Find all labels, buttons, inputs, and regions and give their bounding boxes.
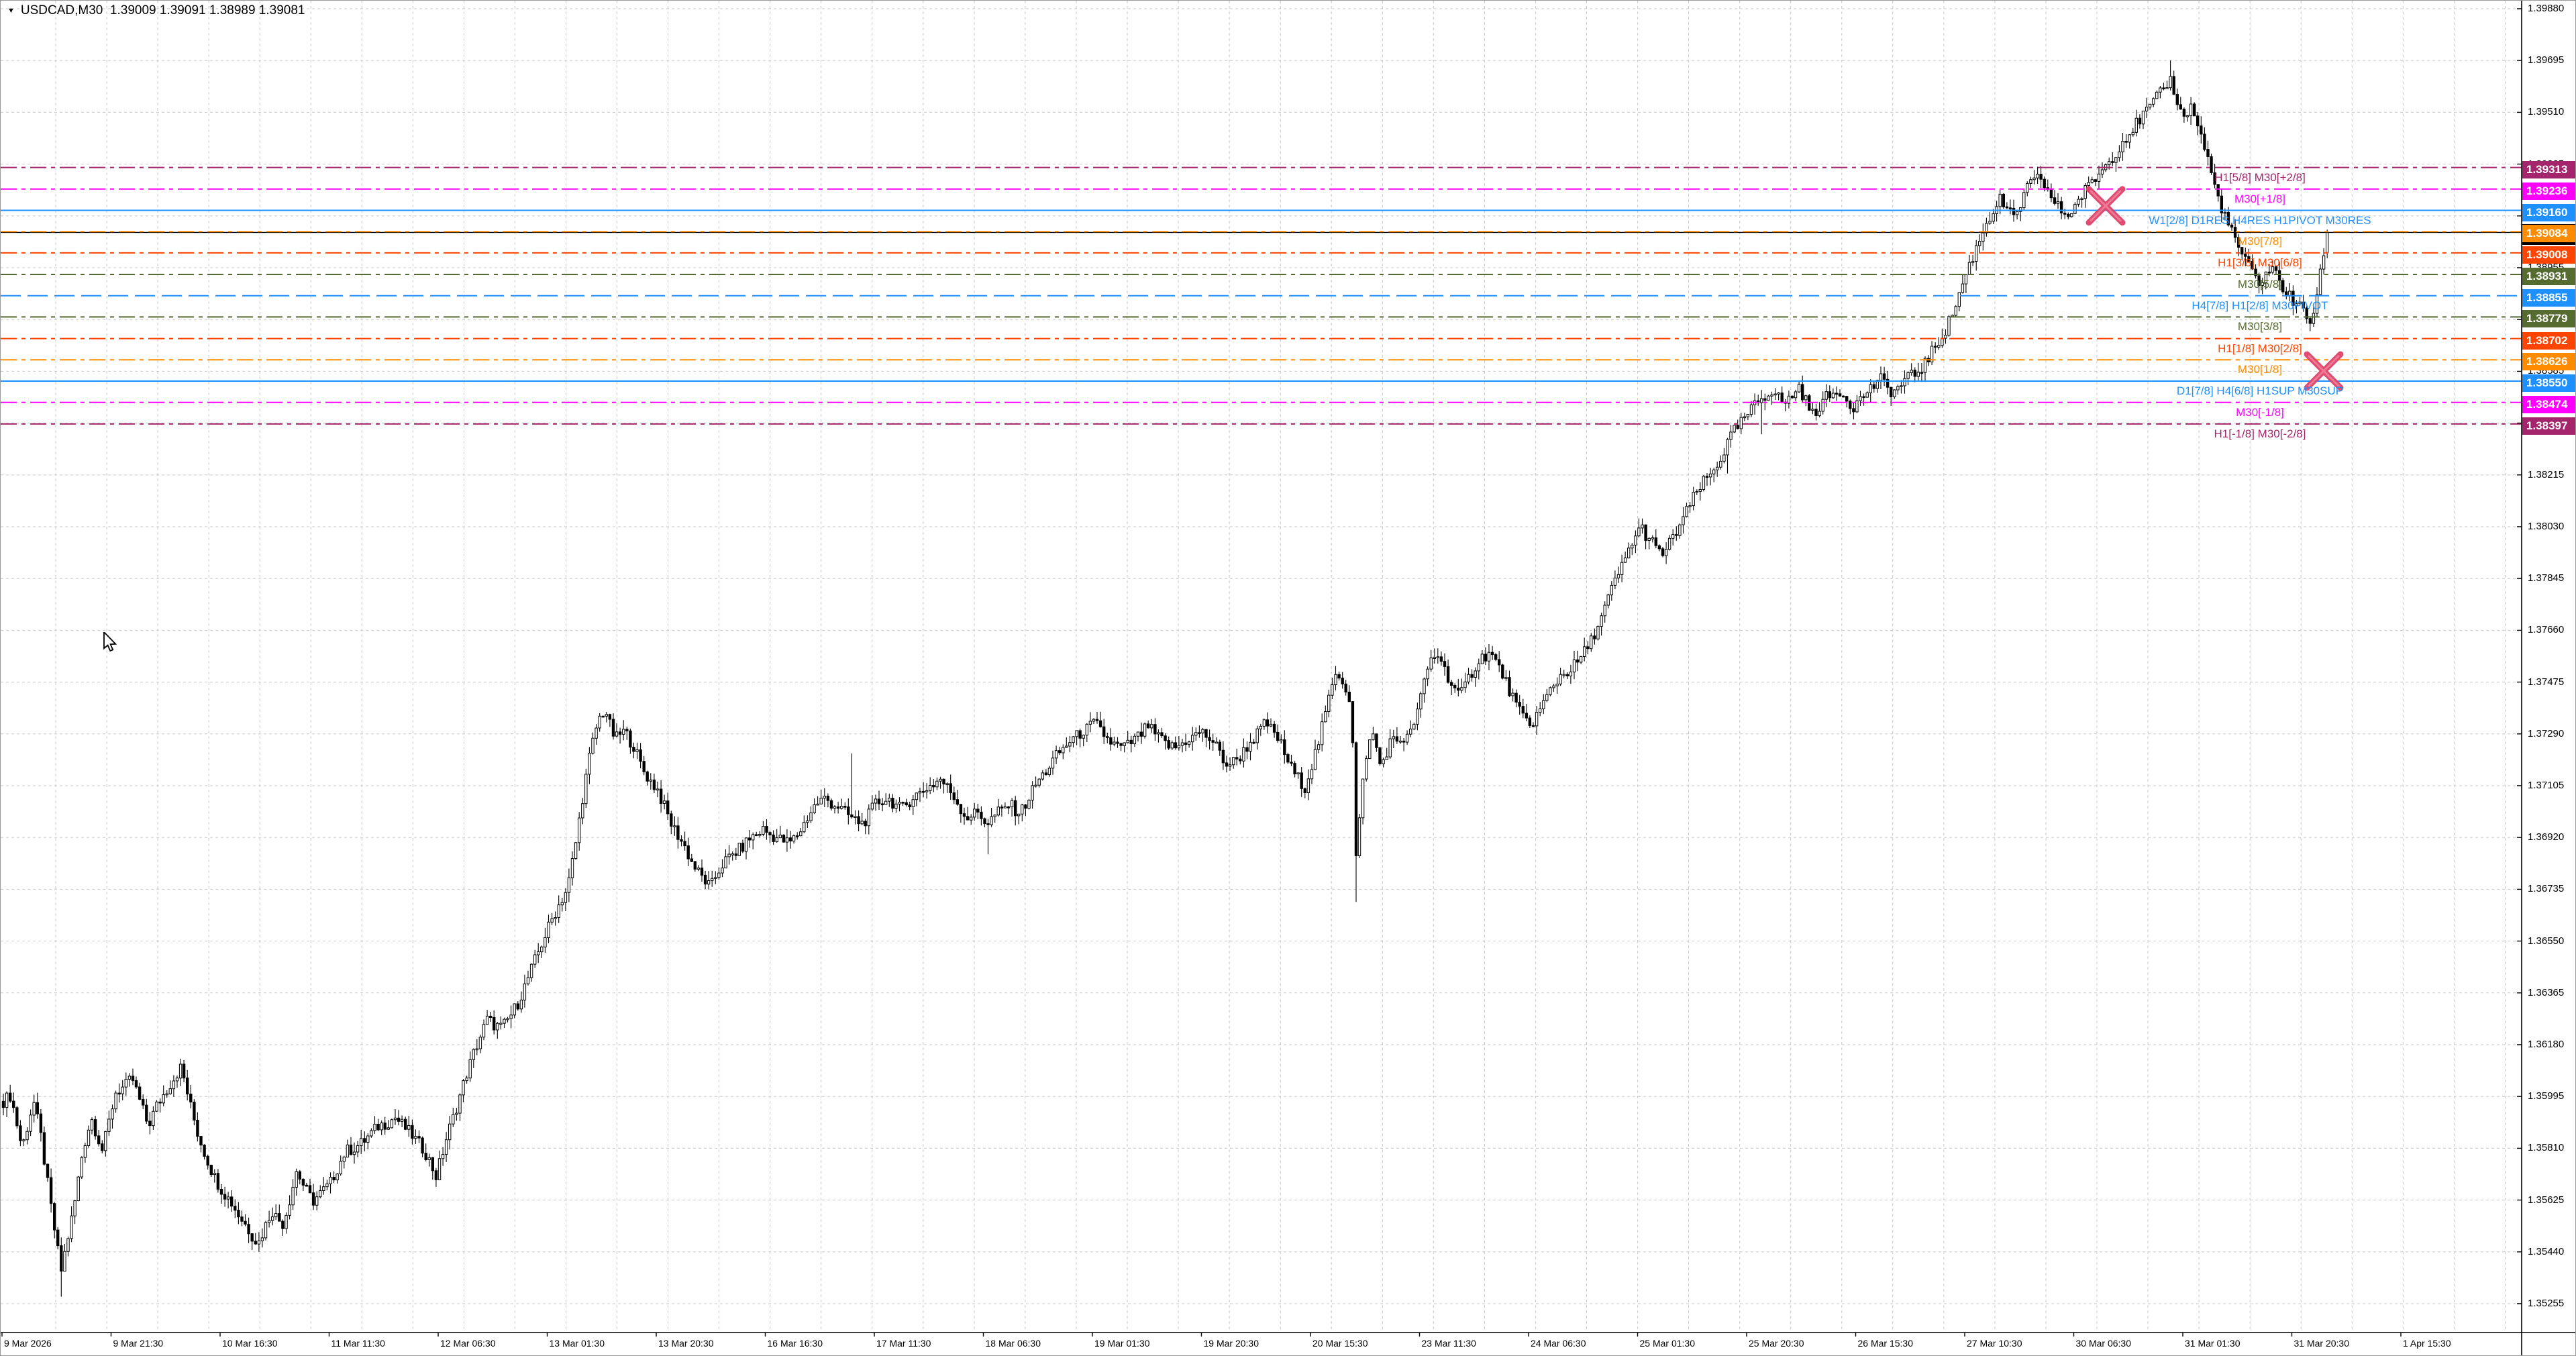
time-axis-label: 30 Mar 06:30 xyxy=(2075,1338,2132,1349)
price-tick-label: 1.36735 xyxy=(2528,883,2565,895)
sell-signal-x-marker[interactable] xyxy=(2304,351,2344,391)
time-axis-label: 31 Mar 01:30 xyxy=(2185,1338,2240,1349)
price-tick-label: 1.36550 xyxy=(2528,935,2565,947)
time-axis-label: 19 Mar 01:30 xyxy=(1094,1338,1150,1349)
time-axis-label: 12 Mar 06:30 xyxy=(440,1338,496,1349)
price-level-badge: 1.38397 xyxy=(2522,417,2575,435)
time-axis-label: 13 Mar 01:30 xyxy=(549,1338,605,1349)
murrey-line-label: H1[3/8] M30[6/8] xyxy=(2218,256,2302,269)
price-level-badge: 1.39313 xyxy=(2522,160,2575,178)
time-axis-label: 9 Mar 2026 xyxy=(4,1338,52,1349)
chart-ohlc-values: 1.39009 1.39091 1.38989 1.39081 xyxy=(103,3,305,17)
price-tick-label: 1.38215 xyxy=(2528,468,2565,480)
price-tick-label: 1.37475 xyxy=(2528,676,2565,688)
price-tick-label: 1.36920 xyxy=(2528,831,2565,843)
murrey-line-label: M30[-1/8] xyxy=(2236,405,2284,419)
price-tick-label: 1.36365 xyxy=(2528,986,2565,998)
murrey-line-label: M30[5/8] xyxy=(2237,278,2283,291)
murrey-line-label: W1[2/8] D1RES H4RES H1PIVOT M30RES xyxy=(2149,213,2371,227)
price-level-badge: 1.38626 xyxy=(2522,353,2575,371)
murrey-line-label: M30[7/8] xyxy=(2237,235,2283,248)
price-tick-label: 1.39510 xyxy=(2528,106,2565,118)
mouse-cursor-icon xyxy=(103,632,117,652)
price-tick-label: 1.39695 xyxy=(2528,54,2565,66)
time-axis-label: 16 Mar 16:30 xyxy=(767,1338,823,1349)
candle-bodies xyxy=(1,76,2329,1272)
time-axis-label: 23 Mar 11:30 xyxy=(1421,1338,1476,1349)
price-tick-label: 1.37845 xyxy=(2528,572,2565,584)
price-tick-label: 1.39880 xyxy=(2528,3,2565,14)
price-level-badge: 1.38779 xyxy=(2522,310,2575,328)
time-axis-label: 31 Mar 20:30 xyxy=(2294,1338,2350,1349)
price-level-badge: 1.39160 xyxy=(2522,203,2575,221)
time-axis-label: 26 Mar 15:30 xyxy=(1857,1338,1914,1349)
price-tick-label: 1.35440 xyxy=(2528,1245,2565,1257)
murrey-line-label: H1[-1/8] M30[-2/8] xyxy=(2214,427,2306,440)
symbol-dropdown-icon[interactable]: ▼ xyxy=(7,7,15,15)
axis-tick-marks xyxy=(1,8,2522,1337)
price-level-badge: 1.38550 xyxy=(2522,374,2575,392)
price-tick-label: 1.35810 xyxy=(2528,1142,2565,1154)
time-axis-label: 20 Mar 15:30 xyxy=(1312,1338,1368,1349)
price-tick-label: 1.37660 xyxy=(2528,624,2565,636)
time-axis-label: 11 Mar 11:30 xyxy=(331,1338,385,1349)
price-level-badge: 1.38855 xyxy=(2522,289,2575,307)
murrey-line-label: M30[3/8] xyxy=(2237,320,2283,333)
murrey-line-label: H4[7/8] H1[2/8] M30PIVOT xyxy=(2192,299,2328,312)
price-tick-label: 1.38030 xyxy=(2528,521,2565,532)
time-axis-label: 13 Mar 20:30 xyxy=(658,1338,714,1349)
price-level-badge: 1.38702 xyxy=(2522,331,2575,350)
chart-symbol-label: USDCAD,M30 xyxy=(20,3,103,17)
price-tick-label: 1.37105 xyxy=(2528,780,2565,791)
price-tick-label: 1.35995 xyxy=(2528,1090,2565,1102)
price-level-badge: 1.38474 xyxy=(2522,395,2575,413)
time-axis-label: 27 Mar 10:30 xyxy=(1967,1338,2022,1349)
price-level-badge: 1.39008 xyxy=(2522,246,2575,264)
price-tick-label: 1.37290 xyxy=(2528,727,2565,739)
time-axis-label: 19 Mar 20:30 xyxy=(1203,1338,1259,1349)
price-level-badge: 1.39236 xyxy=(2522,182,2575,200)
chart-title: ▼ USDCAD,M30 1.39009 1.39091 1.38989 1.39… xyxy=(7,3,305,18)
time-axis-label: 17 Mar 11:30 xyxy=(876,1338,931,1349)
price-level-badge: 1.38931 xyxy=(2522,268,2575,285)
price-tick-label: 1.36180 xyxy=(2528,1039,2565,1050)
murrey-line-label: H1[5/8] M30[+2/8] xyxy=(2214,170,2306,184)
grid-lines xyxy=(1,1,2522,1333)
murrey-line-label: D1[7/8] H4[6/8] H1SUP M30SUP xyxy=(2176,384,2344,397)
time-axis-label: 25 Mar 20:30 xyxy=(1749,1338,1804,1349)
time-axis-label: 10 Mar 16:30 xyxy=(222,1338,278,1349)
murrey-line-label: M30[1/8] xyxy=(2237,363,2283,376)
price-tick-label: 1.35255 xyxy=(2528,1298,2565,1309)
murrey-line-label: M30[+1/8] xyxy=(2234,192,2286,205)
price-tick-label: 1.35625 xyxy=(2528,1194,2565,1206)
time-axis-label: 9 Mar 21:30 xyxy=(113,1338,164,1349)
time-axis-label: 25 Mar 01:30 xyxy=(1639,1338,1696,1349)
price-level-badge: 1.39084 xyxy=(2522,225,2575,243)
time-axis-label: 1 Apr 15:30 xyxy=(2403,1338,2451,1349)
murrey-line-label: H1[1/8] M30[2/8] xyxy=(2218,342,2302,355)
time-axis-label: 18 Mar 06:30 xyxy=(985,1338,1041,1349)
time-axis-label: 24 Mar 06:30 xyxy=(1531,1338,1586,1349)
sell-signal-x-marker[interactable] xyxy=(2085,186,2126,226)
